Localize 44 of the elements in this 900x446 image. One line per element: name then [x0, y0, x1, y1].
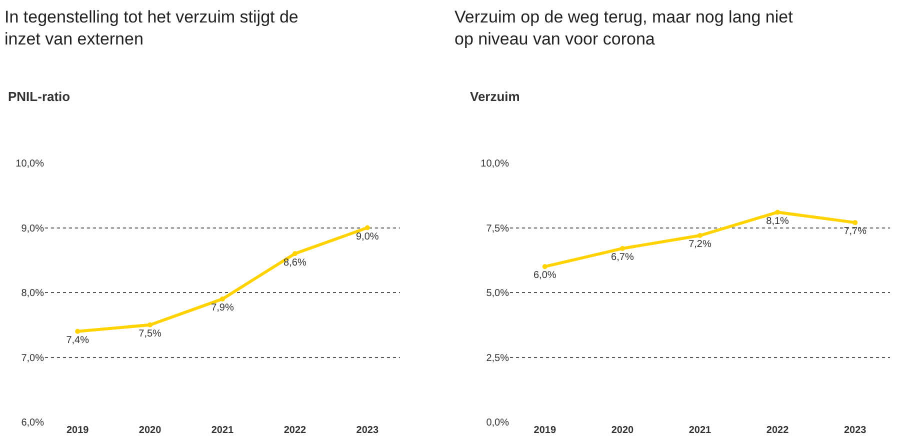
y-tick-label: 10,0% [16, 158, 44, 170]
point [75, 328, 80, 334]
data-label: 7,7% [844, 226, 867, 238]
y-tick-label: 7,0% [21, 352, 44, 364]
x-tick-label: 2019 [66, 425, 90, 436]
x-tick-label: 2023 [356, 425, 379, 436]
y-tick-label: 5,0% [486, 288, 510, 299]
point [220, 296, 225, 302]
point [698, 233, 702, 238]
x-tick-label: 2021 [211, 425, 234, 436]
y-tick-label: 6,0% [21, 418, 44, 428]
point [292, 251, 298, 256]
data-label: 7,2% [688, 239, 712, 250]
data-label: 8,1% [766, 216, 790, 227]
point [620, 246, 625, 251]
x-tick-label: 2019 [534, 425, 556, 436]
point [542, 264, 548, 270]
data-label: 7,4% [66, 334, 90, 346]
point [148, 322, 153, 328]
point [775, 210, 780, 215]
point [852, 220, 858, 226]
y-tick-label: 0,0% [486, 418, 510, 428]
data-label: 9,0% [356, 231, 379, 242]
y-tick-label: 7,5% [486, 223, 510, 234]
y-axis-title: Verzuim [470, 89, 520, 104]
x-tick-label: 2021 [688, 425, 712, 436]
y-tick-label: 9,0% [21, 223, 44, 234]
data-label: 8,6% [284, 257, 306, 268]
x-tick-label: 2022 [284, 425, 307, 436]
y-tick-label: 10,0% [480, 158, 510, 170]
data-label: 7,5% [138, 328, 162, 340]
y-tick-label: 2,5% [486, 352, 510, 364]
x-tick-label: 2020 [611, 425, 634, 436]
chart-title: Verzuim op de weg terug, maar nog lang niet op niveau van voor corona [454, 7, 794, 48]
chart-title: In tegenstelling tot het verzuim stijgt de inzet van externen [4, 7, 298, 48]
x-tick-label: 2023 [844, 425, 867, 436]
data-label: 7,9% [211, 302, 234, 314]
y-tick-label: 8,0% [21, 288, 44, 299]
data-label: 6,0% [534, 270, 556, 282]
y-axis-title: PNIL-ratio [8, 89, 70, 104]
point [364, 225, 370, 230]
x-tick-label: 2022 [766, 425, 790, 436]
data-label: 6,7% [611, 252, 634, 264]
x-tick-label: 2020 [138, 425, 162, 436]
